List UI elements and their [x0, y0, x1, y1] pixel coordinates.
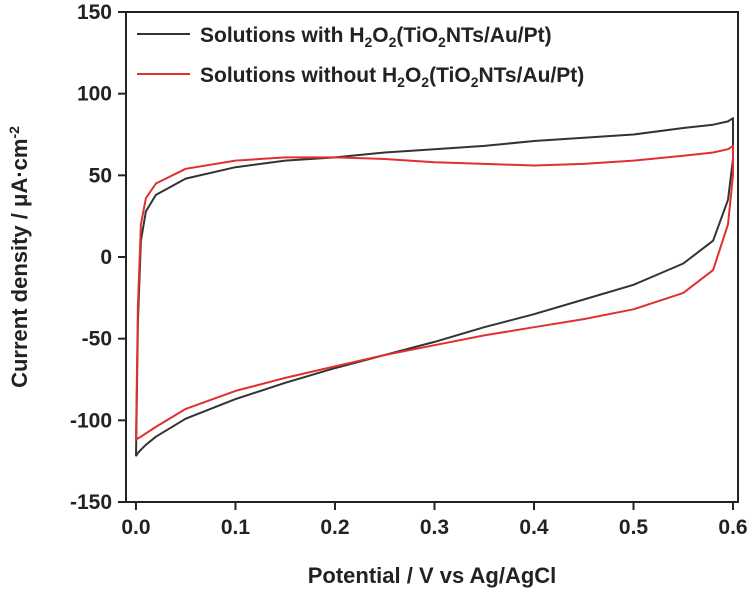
- y-tick-label: -150: [70, 491, 112, 514]
- x-tick-label: 0.4: [519, 516, 549, 539]
- y-tick-label: 50: [89, 164, 112, 187]
- x-tick-label: 0.6: [718, 516, 747, 539]
- y-tick-label: 0: [100, 246, 112, 269]
- legend-label-1: Solutions with H2O2(TiO2NTs/Au/Pt): [200, 24, 552, 50]
- y-axis-title: Current density / μA·cm-2: [6, 126, 32, 388]
- series-line-2: [135, 144, 734, 441]
- x-tick-label: 0.1: [221, 516, 251, 539]
- y-tick-label: 100: [77, 83, 112, 106]
- y-tick-label: 150: [77, 1, 112, 24]
- legend-label-2: Solutions without H2O2(TiO2NTs/Au/Pt): [200, 64, 584, 90]
- x-tick-label: 0.3: [420, 516, 449, 539]
- x-tick-label: 0.0: [121, 516, 150, 539]
- y-tick-label: -50: [82, 328, 112, 351]
- series-line-1: [135, 117, 734, 457]
- x-tick-label: 0.5: [619, 516, 649, 539]
- x-axis-title: Potential / V vs Ag/AgCl: [308, 563, 557, 588]
- x-tick-label: 0.2: [320, 516, 349, 539]
- y-tick-label: -100: [70, 409, 112, 432]
